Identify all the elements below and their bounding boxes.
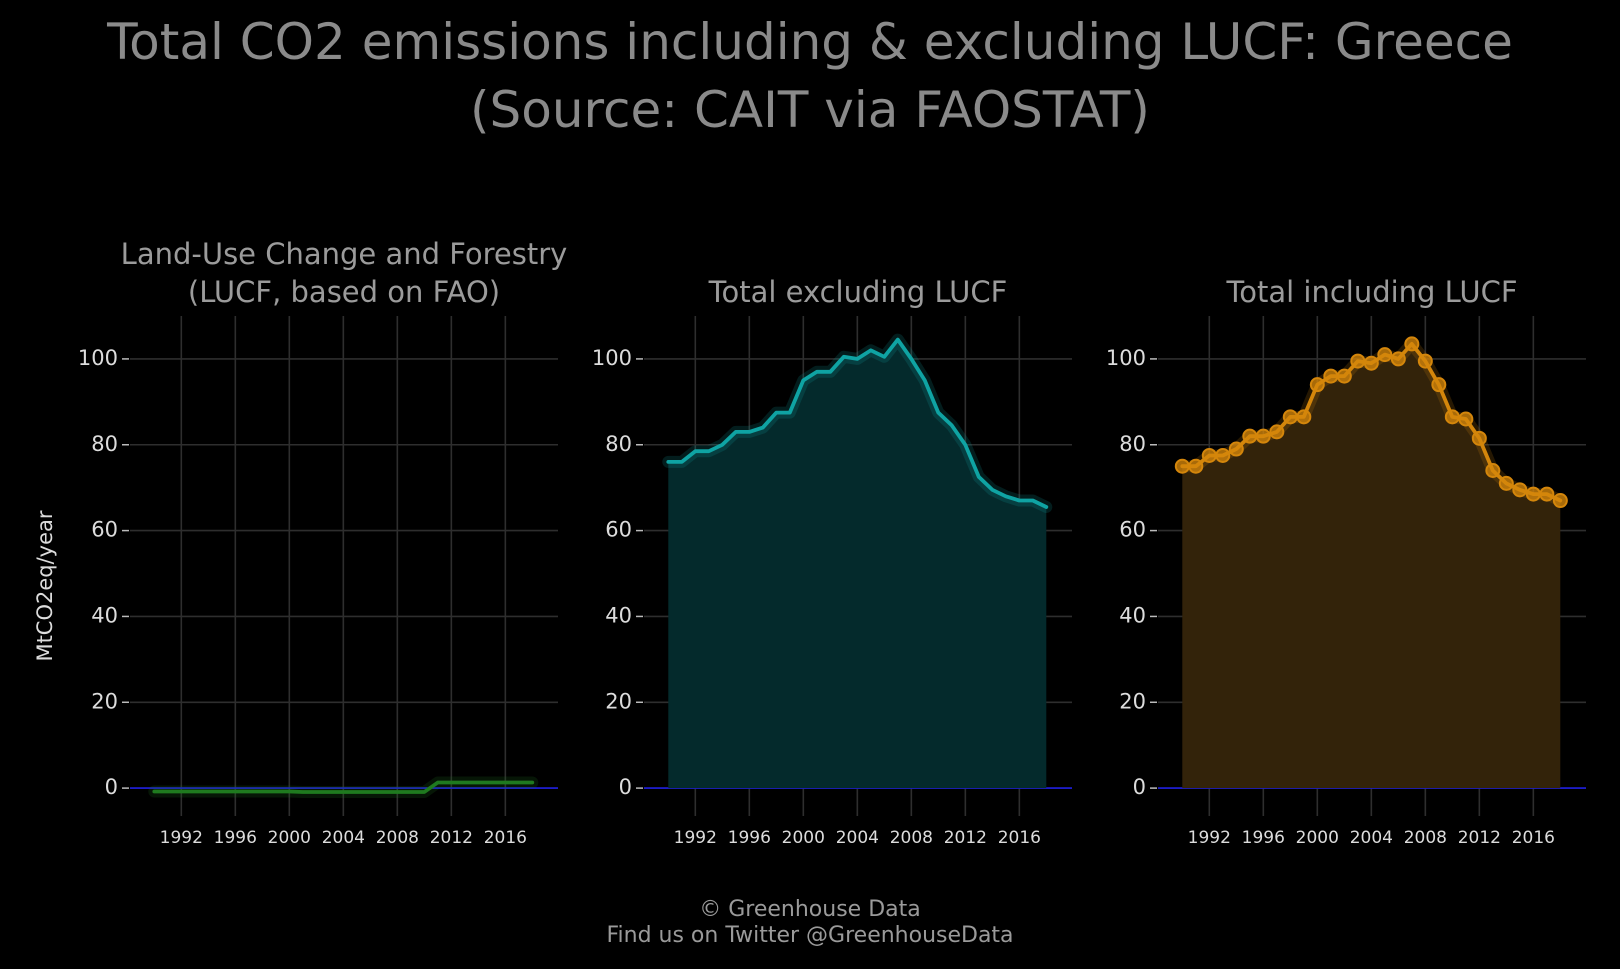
x-tick-label: 1996 xyxy=(214,828,257,848)
x-tick-label: 2004 xyxy=(322,828,365,848)
data-point xyxy=(1365,357,1378,370)
data-point xyxy=(1486,464,1499,477)
x-tick-label: 1992 xyxy=(674,828,717,848)
data-point xyxy=(1243,430,1256,443)
data-point xyxy=(1230,443,1243,456)
series-area xyxy=(668,340,1046,788)
data-point xyxy=(1405,337,1418,350)
data-point xyxy=(1513,483,1526,496)
charts-canvas: Land-Use Change and Forestry (LUCF, based… xyxy=(0,0,1620,969)
y-tick-label: 100 xyxy=(1106,346,1146,370)
copyright-text: © Greenhouse Data xyxy=(0,897,1620,923)
x-tick-label: 1992 xyxy=(160,828,203,848)
x-tick-label: 1996 xyxy=(1242,828,1285,848)
x-tick-label: 2000 xyxy=(1296,828,1339,848)
twitter-text: Find us on Twitter @GreenhouseData xyxy=(0,923,1620,949)
y-tick-label: 100 xyxy=(592,346,632,370)
y-tick-label: 80 xyxy=(91,432,118,456)
x-tick-label: 2012 xyxy=(430,828,473,848)
x-tick-label: 2008 xyxy=(890,828,933,848)
y-tick-label: 60 xyxy=(1119,518,1146,542)
x-tick-label: 2004 xyxy=(1350,828,1393,848)
x-tick-label: 1992 xyxy=(1188,828,1231,848)
data-point xyxy=(1500,477,1513,490)
panel-3: Total including LUCF 0 20 40 60 80 100 1992 1996… xyxy=(1106,275,1586,848)
data-point xyxy=(1527,488,1540,501)
y-tick-label: 40 xyxy=(605,603,632,627)
data-point xyxy=(1257,430,1270,443)
data-point xyxy=(1419,355,1432,368)
x-tick-label: 2016 xyxy=(1512,828,1555,848)
data-point xyxy=(1338,370,1351,383)
data-point xyxy=(1554,494,1567,507)
data-point xyxy=(1540,488,1553,501)
panel-2: Total excluding LUCF 0 20 40 60 80 100 1992 1996… xyxy=(592,275,1072,848)
x-tick-label: 1996 xyxy=(728,828,771,848)
y-tick-label: 0 xyxy=(105,775,118,799)
data-point xyxy=(1284,410,1297,423)
y-tick-label: 80 xyxy=(605,432,632,456)
y-tick-label: 0 xyxy=(619,775,632,799)
x-tick-label: 2000 xyxy=(782,828,825,848)
footer: © Greenhouse Data Find us on Twitter @Gr… xyxy=(0,897,1620,949)
panel-title: Total including LUCF xyxy=(1225,275,1517,309)
y-tick-label: 60 xyxy=(91,518,118,542)
panel-title: Total excluding LUCF xyxy=(708,275,1008,309)
data-point xyxy=(1432,378,1445,391)
data-point xyxy=(1270,425,1283,438)
data-point xyxy=(1459,413,1472,426)
x-tick-label: 2008 xyxy=(1404,828,1447,848)
data-point xyxy=(1176,460,1189,473)
data-point xyxy=(1446,410,1459,423)
data-point xyxy=(1216,449,1229,462)
data-point xyxy=(1189,460,1202,473)
x-tick-label: 2004 xyxy=(836,828,879,848)
data-point xyxy=(1392,352,1405,365)
data-point xyxy=(1351,355,1364,368)
panel-title: Land-Use Change and Forestry xyxy=(121,237,568,271)
y-tick-label: 20 xyxy=(605,689,632,713)
y-tick-label: 80 xyxy=(1119,432,1146,456)
data-point xyxy=(1203,449,1216,462)
y-tick-label: 40 xyxy=(1119,603,1146,627)
panel-title: (LUCF, based on FAO) xyxy=(188,275,500,309)
y-tick-label: 20 xyxy=(1119,689,1146,713)
y-tick-label: 40 xyxy=(91,603,118,627)
x-tick-label: 2012 xyxy=(1458,828,1501,848)
series-area xyxy=(1182,344,1560,788)
x-tick-label: 2000 xyxy=(268,828,311,848)
data-point xyxy=(1324,370,1337,383)
y-tick-label: 100 xyxy=(78,346,118,370)
data-point xyxy=(1297,410,1310,423)
y-tick-label: 60 xyxy=(605,518,632,542)
x-tick-label: 2016 xyxy=(484,828,527,848)
x-tick-label: 2008 xyxy=(376,828,419,848)
data-point xyxy=(1473,432,1486,445)
x-tick-label: 2016 xyxy=(998,828,1041,848)
x-tick-label: 2012 xyxy=(944,828,987,848)
y-axis-label: MtCO2eq/year xyxy=(33,510,57,661)
y-tick-label: 20 xyxy=(91,689,118,713)
data-point xyxy=(1378,348,1391,361)
y-tick-label: 0 xyxy=(1133,775,1146,799)
panel-1: Land-Use Change and Forestry (LUCF, based… xyxy=(33,237,567,848)
data-point xyxy=(1311,378,1324,391)
